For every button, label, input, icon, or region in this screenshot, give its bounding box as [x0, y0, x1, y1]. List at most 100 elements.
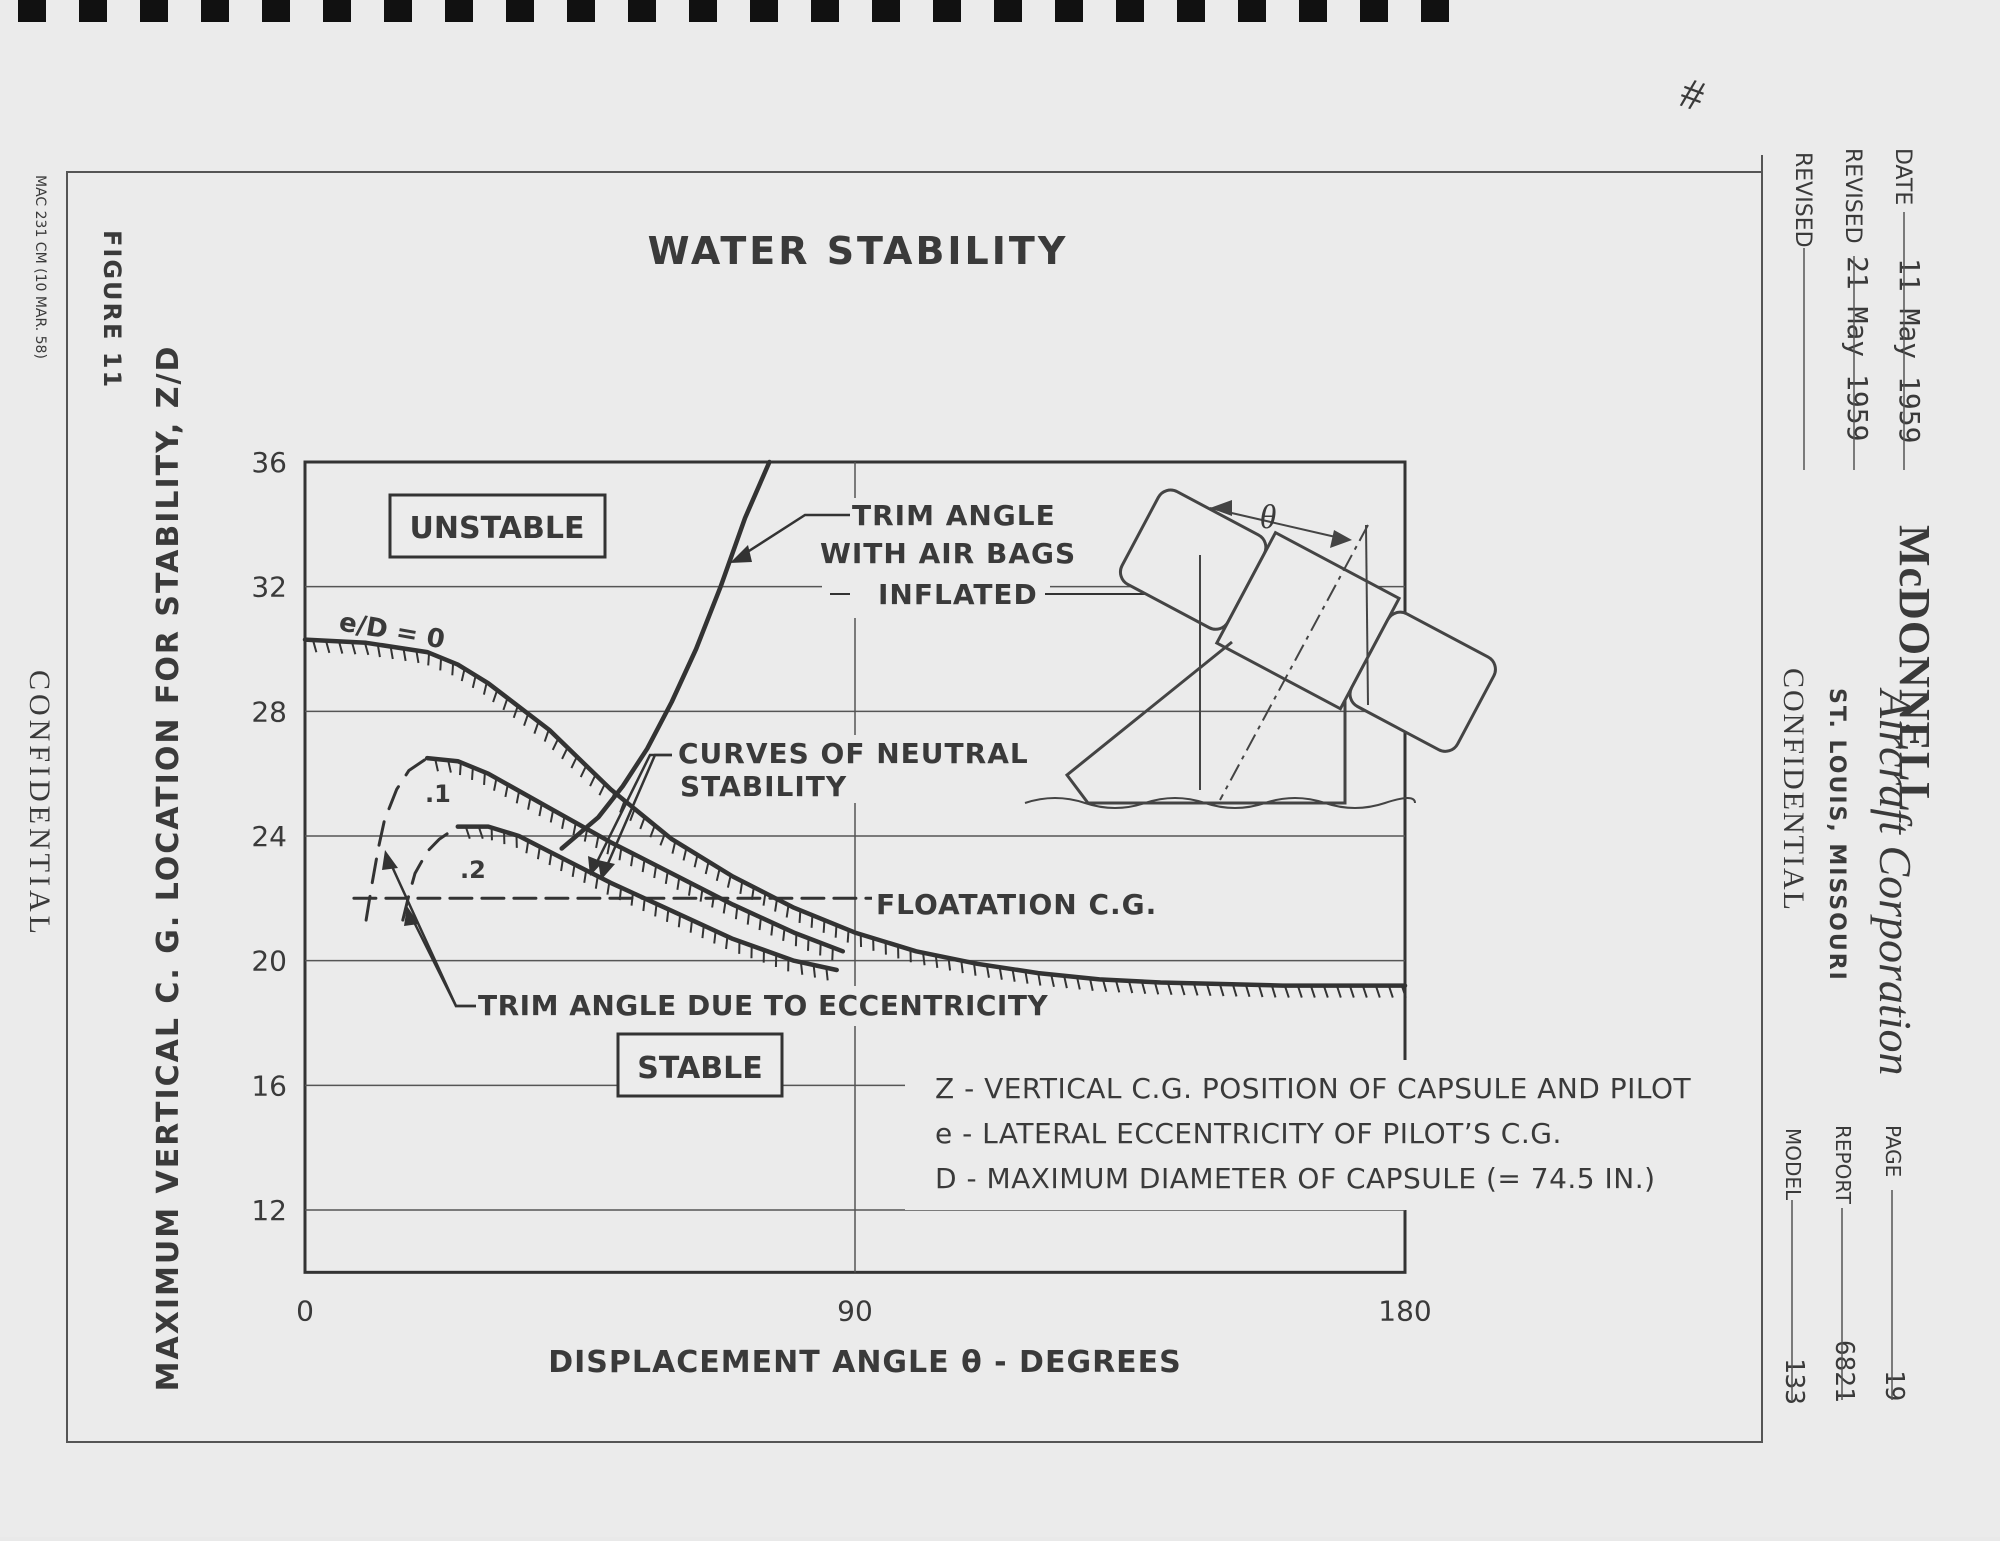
hatch-mark	[714, 931, 715, 944]
revised1-value: 21 May 1959	[1841, 256, 1874, 441]
page-value: 19	[1879, 1370, 1909, 1401]
trim-air-line1: TRIM ANGLE	[852, 499, 1056, 532]
model-value: 133	[1779, 1358, 1809, 1405]
hatch-mark	[736, 907, 737, 920]
binder-hole	[933, 0, 961, 22]
hatch-mark	[796, 934, 797, 947]
y-tick-label: 20	[251, 945, 287, 978]
binder-hole	[811, 0, 839, 22]
hatch-mark	[783, 928, 784, 941]
legend-z: Z - VERTICAL C.G. POSITION OF CAPSULE AN…	[935, 1072, 1692, 1105]
hatch-mark	[472, 767, 473, 780]
hatch-mark	[428, 653, 429, 666]
binder-hole	[140, 0, 168, 22]
hatch-mark	[460, 762, 461, 775]
hatch-mark	[814, 965, 815, 978]
hatch-mark	[820, 943, 821, 956]
report-label: REPORT	[1831, 1125, 1855, 1205]
x-tick-label: 0	[296, 1294, 314, 1327]
form-number: MAC 231 CM (10 MAR. 58)	[32, 175, 48, 359]
binder-hole	[872, 0, 900, 22]
y-axis-label: MAXIMUM VERTICAL C. G. LOCATION FOR STAB…	[151, 345, 186, 1392]
binder-hole	[79, 0, 107, 22]
hatch-mark	[679, 915, 680, 928]
binder-hole	[506, 0, 534, 22]
legend: Z - VERTICAL C.G. POSITION OF CAPSULE AN…	[905, 1060, 1745, 1210]
chart-title: WATER STABILITY	[648, 229, 1069, 273]
figure-label: FIGURE 11	[98, 230, 126, 389]
binder-hole	[384, 0, 412, 22]
hatch-mark	[836, 925, 837, 938]
binder-hole	[750, 0, 778, 22]
hatch-mark	[848, 930, 849, 943]
hatch-mark	[643, 898, 644, 911]
location: ST. LOUIS, MISSOURI	[1824, 688, 1849, 982]
hatch-mark	[801, 962, 802, 975]
hatch-mark	[748, 912, 749, 925]
x-tick-label: 90	[837, 1294, 873, 1327]
hatch-mark	[702, 926, 703, 939]
label-ed-one: .1	[425, 780, 451, 808]
revised2-label: REVISED	[1790, 152, 1815, 248]
binder-hole	[1299, 0, 1327, 22]
confidential-right: CONFIDENTIAL	[1777, 668, 1810, 912]
date-label: DATE	[1890, 148, 1915, 205]
floatation-label: FLOATATION C.G.	[876, 888, 1157, 921]
binder-hole	[1360, 0, 1388, 22]
confidential-left: CONFIDENTIAL	[23, 670, 56, 938]
trim-air-line2: WITH AIR BAGS	[820, 537, 1076, 570]
binder-hole	[201, 0, 229, 22]
hatch-mark	[812, 915, 813, 928]
binder-hole	[18, 0, 46, 22]
y-tick-label: 32	[251, 571, 287, 604]
binder-hole	[1238, 0, 1266, 22]
model-label: MODEL	[1781, 1128, 1805, 1201]
date-value: 11 May 1959	[1893, 258, 1926, 443]
y-tick-label: 24	[251, 820, 287, 853]
hatch-mark	[771, 923, 772, 936]
y-tick-label: 28	[251, 695, 287, 728]
binder-hole	[994, 0, 1022, 22]
hatch-mark	[484, 772, 485, 785]
binder-hole	[1421, 0, 1449, 22]
eccentricity-label: TRIM ANGLE DUE TO ECCENTRICITY	[478, 989, 1048, 1022]
hatch-mark	[452, 663, 453, 676]
hatch-mark	[808, 938, 809, 951]
legend-e: e - LATERAL ECCENTRICITY OF PILOT’S C.G.	[935, 1117, 1562, 1150]
unstable-label: UNSTABLE	[410, 511, 585, 546]
binder-hole	[689, 0, 717, 22]
hatch-mark	[760, 917, 761, 930]
hatch-mark	[726, 936, 727, 949]
theta-symbol: θ	[1260, 499, 1277, 536]
binder-hole	[1055, 0, 1083, 22]
binder-hole	[567, 0, 595, 22]
revised1-label: REVISED	[1840, 148, 1865, 244]
y-tick-label: 16	[251, 1069, 287, 1102]
hatch-mark	[440, 658, 441, 671]
binder-hole	[445, 0, 473, 22]
page-label: PAGE	[1881, 1125, 1905, 1177]
y-tick-label: 12	[251, 1194, 287, 1227]
binder-hole	[1177, 0, 1205, 22]
report-value: 6821	[1829, 1340, 1859, 1403]
stable-box: STABLE	[618, 1034, 782, 1096]
hatch-mark	[667, 909, 668, 922]
y-tick-label: 36	[251, 446, 287, 479]
company-script: Aircraft Corporation	[1870, 687, 1921, 1076]
x-axis-label: DISPLACEMENT ANGLE θ - DEGREES	[548, 1345, 1182, 1380]
stable-label: STABLE	[637, 1051, 762, 1086]
hatch-mark	[832, 948, 833, 961]
x-tick-label: 180	[1378, 1294, 1431, 1327]
neutral-line2: STABILITY	[680, 770, 847, 803]
hatch-mark	[824, 920, 825, 933]
unstable-box: UNSTABLE	[390, 495, 605, 557]
hatch-mark	[655, 904, 656, 917]
binder-hole	[628, 0, 656, 22]
hatch-mark	[826, 968, 827, 981]
neutral-line1: CURVES OF NEUTRAL	[678, 737, 1029, 770]
binder-hole	[323, 0, 351, 22]
label-ed-two: .2	[460, 856, 486, 884]
binder-hole	[262, 0, 290, 22]
